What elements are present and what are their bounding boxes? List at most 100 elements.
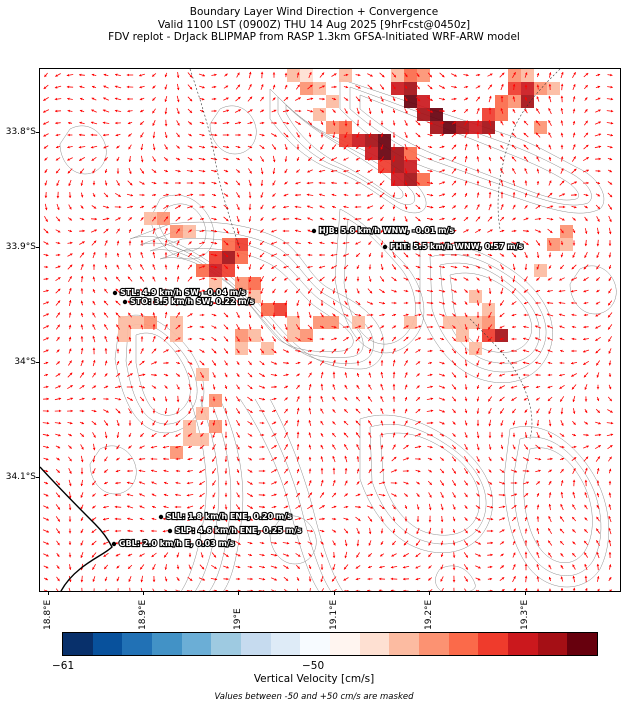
wind-arrow-head [560, 266, 563, 269]
wind-arrow-head [536, 516, 540, 519]
wind-arrow-head [513, 217, 516, 221]
convergence-cell [326, 95, 339, 108]
wind-arrow-head [225, 206, 229, 209]
wind-arrow-head [548, 95, 551, 99]
wind-arrow-head [478, 253, 481, 257]
wind-arrow-head [249, 470, 253, 473]
wind-arrow-head [128, 324, 132, 328]
wind-arrow-head [522, 373, 526, 377]
wind-arrow-head [237, 182, 240, 186]
wind-arrow-head [548, 72, 552, 75]
wind-arrow-head [454, 241, 457, 245]
wind-arrow-head [392, 171, 396, 175]
wind-arrow-head [476, 411, 480, 414]
wind-arrow-head [46, 289, 49, 293]
wind-arrow-head [392, 195, 396, 198]
wind-arrow-head [175, 422, 179, 426]
wind-arrow-head [344, 360, 348, 363]
wind-arrow-head [596, 576, 600, 579]
convergence-cell [391, 160, 404, 173]
wind-arrow-head [297, 396, 300, 399]
wind-arrow-head [166, 349, 169, 352]
wind-arrow-head [358, 313, 362, 317]
wind-arrow-head [93, 252, 96, 255]
wind-arrow-head [585, 218, 588, 221]
wind-arrow-head [286, 554, 289, 557]
wind-arrow-head [465, 143, 468, 147]
wind-arrow-head [488, 447, 492, 450]
convergence-cell [118, 329, 131, 342]
wind-arrow-head [417, 265, 421, 269]
wind-arrow-head [572, 553, 575, 556]
wind-arrow-head [187, 506, 190, 509]
wind-arrow-head [513, 204, 516, 208]
wind-arrow-head [476, 398, 480, 402]
wind-arrow-head [559, 278, 562, 281]
wind-arrow-head [261, 529, 265, 533]
wind-arrow-head [440, 542, 444, 546]
wind-arrow-head [91, 97, 95, 100]
wind-arrow-head [295, 229, 298, 233]
wind-arrow-head [464, 387, 468, 390]
convergence-cell [196, 407, 209, 420]
wind-arrow-head [573, 468, 576, 471]
wind-arrow-head [547, 278, 551, 281]
wind-arrow-head [402, 566, 406, 569]
wind-arrow-head [573, 156, 576, 159]
wind-arrow-head [116, 171, 120, 174]
wind-arrow-head [153, 348, 157, 352]
wind-arrow-head [525, 255, 528, 258]
wind-arrow-head [609, 219, 612, 222]
wind-arrow-head [177, 240, 180, 244]
wind-arrow-head [237, 339, 240, 342]
wind-arrow-head [57, 482, 60, 486]
wind-arrow-head [91, 158, 95, 161]
wind-arrow-head [46, 530, 49, 533]
wind-arrow-head [344, 278, 348, 282]
wind-arrow-head [249, 422, 253, 425]
wind-arrow-head [164, 423, 167, 426]
wind-arrow-head [442, 241, 445, 245]
wind-arrow-head [430, 133, 433, 137]
wind-arrow-head [177, 216, 181, 220]
wind-arrow-head [490, 494, 493, 497]
wind-arrow-head [274, 493, 277, 497]
wind-arrow-head [238, 121, 241, 125]
wind-arrow-head [309, 84, 313, 88]
wind-arrow-head [464, 351, 468, 355]
wind-arrow-head [262, 505, 265, 509]
wind-arrow-head [526, 481, 529, 484]
wind-arrow-head [128, 134, 131, 137]
wind-arrow-head [583, 266, 587, 270]
wind-arrow-head [332, 205, 335, 209]
wind-arrow-head [559, 386, 562, 389]
wind-arrow-head [536, 564, 539, 567]
wind-arrow-head [177, 99, 180, 103]
wind-arrow-head [572, 541, 575, 544]
station-label-fht: FHT: 5.5 km/h WNW, 0.57 m/s [390, 242, 523, 251]
wind-arrow-head [512, 267, 516, 271]
wind-arrow-head [524, 108, 527, 112]
wind-arrow-head [562, 193, 565, 196]
wind-arrow-head [488, 435, 492, 439]
wind-arrow-head [224, 398, 228, 402]
wind-arrow-head [380, 531, 384, 534]
wind-arrow-head [571, 374, 574, 377]
wind-arrow-head [512, 96, 516, 99]
wind-arrow-head [501, 458, 504, 461]
wind-arrow-head [394, 301, 397, 305]
wind-arrow-head [442, 386, 445, 389]
wind-arrow-head [332, 409, 335, 412]
wind-arrow-head [536, 73, 540, 76]
wind-arrow-head [286, 566, 289, 569]
wind-arrow-head [380, 542, 384, 545]
wind-arrow-head [585, 193, 589, 197]
wind-arrow-head [523, 325, 526, 329]
wind-arrow-head [549, 435, 552, 438]
wind-arrow-head [370, 313, 374, 317]
wind-arrow-head [70, 409, 73, 413]
wind-arrow-head [164, 481, 167, 485]
wind-arrow-head [310, 97, 314, 101]
wind-arrow-head [430, 277, 433, 281]
wind-arrow-head [250, 565, 253, 569]
